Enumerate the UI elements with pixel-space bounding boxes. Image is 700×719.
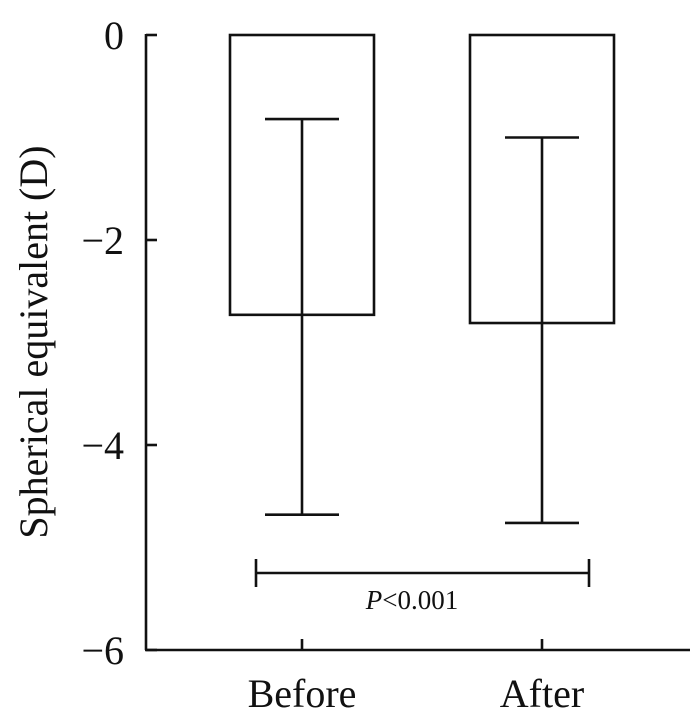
y-tick-labels: 0 −2 −4 −6	[81, 13, 124, 673]
p-value-italic: P	[365, 585, 383, 615]
x-tick-label: After	[500, 671, 584, 716]
y-tick-label: −6	[81, 628, 124, 673]
y-axis-title: Spherical equivalent (D)	[11, 145, 56, 538]
x-tick-labels: Before After	[248, 671, 585, 716]
bars	[228, 33, 616, 325]
error-bars	[265, 117, 579, 525]
significance-bracket	[254, 559, 591, 587]
y-tick-label: −4	[81, 423, 124, 468]
axes	[144, 33, 690, 652]
p-value-annotation: P<0.001	[365, 585, 458, 615]
y-tick-label: −2	[81, 218, 124, 263]
y-tick-label: 0	[104, 13, 124, 58]
p-value-rest: <0.001	[382, 585, 458, 615]
x-tick-label: Before	[248, 671, 357, 716]
